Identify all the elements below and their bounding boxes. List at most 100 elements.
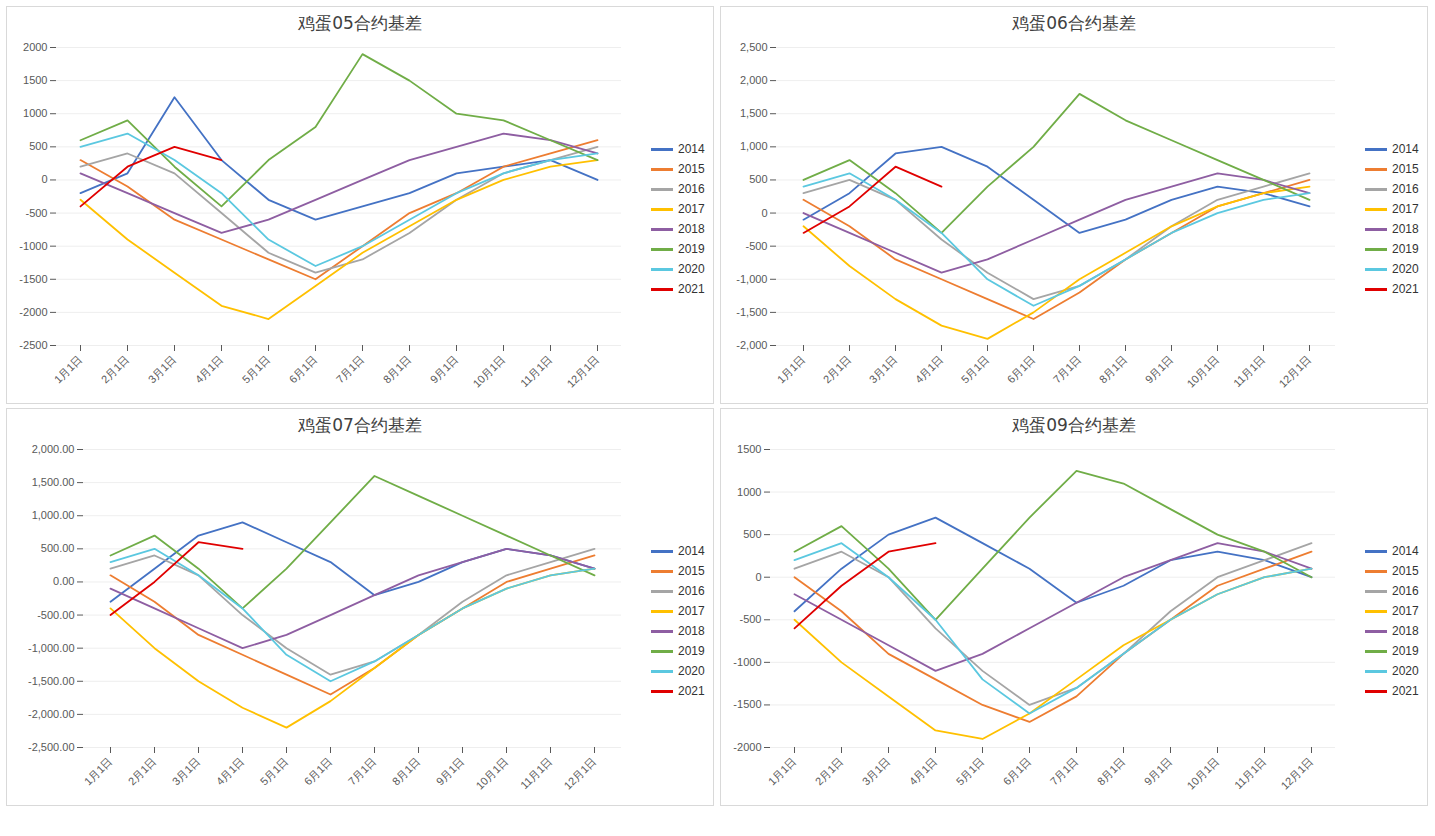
html-text:2016: 2016 [678, 182, 705, 196]
html-text:2020: 2020 [678, 262, 705, 276]
html-text:鸡蛋09合约基差: 鸡蛋09合约基差 [1012, 415, 1136, 435]
svg-text:2000: 2000 [23, 41, 47, 53]
svg-text:9月1日: 9月1日 [428, 353, 461, 386]
html-text:2014: 2014 [1392, 142, 1419, 156]
svg-text:1000: 1000 [737, 486, 761, 498]
svg-text:0: 0 [41, 173, 47, 185]
svg-text:500: 500 [29, 140, 47, 152]
svg-text:-500: -500 [745, 240, 767, 252]
svg-text:-1,500: -1,500 [736, 306, 767, 318]
svg-text:-1,000: -1,000 [736, 273, 767, 285]
svg-text:6月1日: 6月1日 [302, 755, 335, 788]
svg-text:4月1日: 4月1日 [193, 353, 226, 386]
svg-text:3月1日: 3月1日 [867, 353, 900, 386]
svg-text:1500: 1500 [737, 443, 761, 455]
html-text:鸡蛋06合约基差: 鸡蛋06合约基差 [1012, 13, 1136, 33]
svg-text:1月1日: 1月1日 [82, 755, 115, 788]
svg-text:2月1日: 2月1日 [821, 353, 854, 386]
svg-text:-1500: -1500 [733, 698, 761, 710]
svg-text:4月1日: 4月1日 [214, 755, 247, 788]
html-text:2021: 2021 [678, 282, 705, 296]
svg-text:500: 500 [743, 528, 761, 540]
svg-text:2月1日: 2月1日 [813, 755, 846, 788]
svg-text:12月1日: 12月1日 [1276, 353, 1313, 390]
svg-text:11月1日: 11月1日 [1232, 755, 1268, 791]
svg-text:3月1日: 3月1日 [146, 353, 179, 386]
svg-text:5月1日: 5月1日 [954, 755, 987, 788]
svg-text:1月1日: 1月1日 [775, 353, 808, 386]
svg-text:10月1日: 10月1日 [1184, 353, 1221, 390]
svg-text:9月1日: 9月1日 [1142, 755, 1175, 788]
svg-text:-2,000: -2,000 [736, 339, 767, 351]
svg-text:-2000: -2000 [19, 306, 47, 318]
svg-text:1,000.00: 1,000.00 [32, 509, 75, 521]
svg-text:10月1日: 10月1日 [470, 353, 507, 390]
svg-text:12月1日: 12月1日 [561, 755, 598, 792]
svg-text:8月1日: 8月1日 [1095, 755, 1128, 788]
svg-text:2月1日: 2月1日 [126, 755, 159, 788]
html-text:鸡蛋07合约基差: 鸡蛋07合约基差 [298, 415, 422, 435]
svg-text:2,500: 2,500 [740, 41, 768, 53]
html-text:2014: 2014 [678, 142, 705, 156]
svg-text:0.00: 0.00 [53, 575, 74, 587]
svg-text:-1000: -1000 [19, 240, 47, 252]
html-text:2015: 2015 [678, 162, 705, 176]
svg-text:-500.00: -500.00 [37, 609, 74, 621]
svg-text:4月1日: 4月1日 [907, 755, 940, 788]
svg-text:-500: -500 [25, 207, 47, 219]
svg-text:500: 500 [749, 173, 767, 185]
svg-text:1月1日: 1月1日 [52, 353, 85, 386]
svg-text:0: 0 [761, 207, 767, 219]
svg-text:500.00: 500.00 [41, 542, 75, 554]
svg-text:7月1日: 7月1日 [1048, 755, 1081, 788]
svg-text:-2,000.00: -2,000.00 [28, 708, 74, 720]
svg-text:1000: 1000 [23, 107, 47, 119]
svg-text:6月1日: 6月1日 [287, 353, 320, 386]
svg-text:8月1日: 8月1日 [1097, 353, 1130, 386]
svg-text:-1,500.00: -1,500.00 [28, 675, 74, 687]
html-text:鸡蛋05合约基差: 鸡蛋05合约基差 [298, 13, 422, 33]
svg-text:-1,000.00: -1,000.00 [28, 642, 74, 654]
svg-text:7月1日: 7月1日 [334, 353, 367, 386]
svg-text:6月1日: 6月1日 [1001, 755, 1034, 788]
svg-text:-500: -500 [739, 613, 761, 625]
svg-text:5月1日: 5月1日 [959, 353, 992, 386]
svg-text:2,000: 2,000 [740, 74, 768, 86]
svg-text:3月1日: 3月1日 [860, 755, 893, 788]
svg-text:9月1日: 9月1日 [1143, 353, 1176, 386]
svg-text:8月1日: 8月1日 [390, 755, 423, 788]
svg-text:12月1日: 12月1日 [564, 353, 601, 390]
svg-text:1,000: 1,000 [740, 140, 768, 152]
html-text:2019: 2019 [678, 242, 705, 256]
svg-text:11月1日: 11月1日 [518, 755, 554, 791]
svg-text:5月1日: 5月1日 [258, 755, 291, 788]
svg-text:1,500.00: 1,500.00 [32, 476, 75, 488]
svg-text:4月1日: 4月1日 [913, 353, 946, 386]
svg-text:11月1日: 11月1日 [518, 353, 554, 389]
svg-text:7月1日: 7月1日 [346, 755, 379, 788]
svg-text:2月1日: 2月1日 [99, 353, 132, 386]
html-text:2018: 2018 [678, 222, 705, 236]
html-text:2017: 2017 [678, 202, 705, 216]
svg-text:-2,500.00: -2,500.00 [28, 741, 74, 753]
svg-text:-2500: -2500 [19, 339, 47, 351]
svg-text:9月1日: 9月1日 [434, 755, 467, 788]
svg-text:10月1日: 10月1日 [473, 755, 510, 792]
svg-text:-1500: -1500 [19, 273, 47, 285]
svg-text:8月1日: 8月1日 [381, 353, 414, 386]
svg-text:12月1日: 12月1日 [1278, 755, 1315, 792]
svg-text:2,000.00: 2,000.00 [32, 443, 75, 455]
svg-text:3月1日: 3月1日 [170, 755, 203, 788]
svg-text:-2000: -2000 [733, 741, 761, 753]
html-text:2015: 2015 [1392, 162, 1419, 176]
svg-text:1,500: 1,500 [740, 107, 768, 119]
svg-text:-1000: -1000 [733, 656, 761, 668]
svg-text:5月1日: 5月1日 [240, 353, 273, 386]
svg-text:7月1日: 7月1日 [1051, 353, 1084, 386]
svg-text:0: 0 [755, 571, 761, 583]
svg-text:11月1日: 11月1日 [1231, 353, 1267, 389]
svg-text:10月1日: 10月1日 [1184, 755, 1221, 792]
svg-text:6月1日: 6月1日 [1005, 353, 1038, 386]
svg-text:1500: 1500 [23, 74, 47, 86]
svg-text:1月1日: 1月1日 [766, 755, 799, 788]
